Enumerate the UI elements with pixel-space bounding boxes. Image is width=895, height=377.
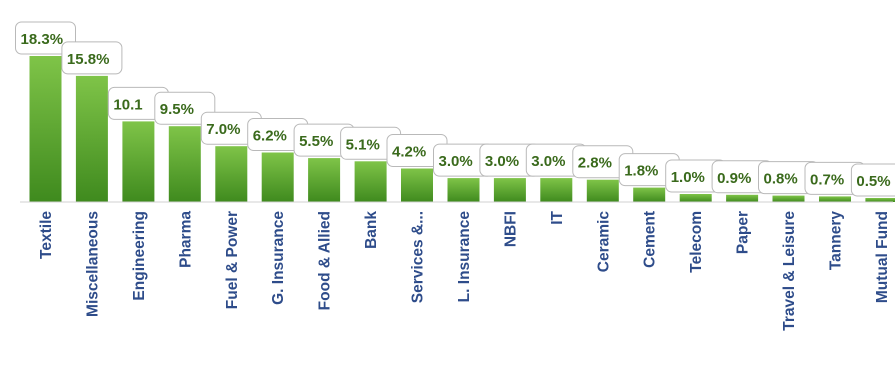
data-label-15: 0.9%	[711, 160, 773, 194]
category-label-8: Services &...	[410, 211, 427, 303]
data-label-text-18: 0.5%	[856, 173, 890, 190]
category-label-7: Bank	[363, 211, 380, 249]
category-label-11: IT	[549, 210, 566, 224]
bars-layer	[29, 56, 895, 202]
bar-7	[354, 161, 387, 202]
bar-16	[772, 195, 805, 202]
data-label-text-5: 6.2%	[253, 128, 287, 145]
data-label-text-16: 0.8%	[764, 171, 798, 188]
data-label-11: 3.0%	[525, 143, 587, 177]
bar-2	[122, 121, 155, 202]
bar-18	[865, 198, 895, 202]
data-label-text-14: 1.0%	[671, 169, 705, 186]
category-label-12: Ceramic	[595, 211, 612, 273]
category-label-16: Travel & Leisure	[781, 211, 798, 331]
data-label-16: 0.8%	[758, 161, 819, 195]
data-label-1: 15.8%	[61, 41, 123, 75]
data-label-box-3	[154, 91, 216, 125]
data-label-14: 1.0%	[665, 159, 727, 193]
data-label-text-6: 5.5%	[299, 133, 333, 150]
data-label-box-0	[15, 21, 76, 55]
bar-4	[215, 146, 248, 202]
data-label-text-7: 5.1%	[346, 136, 380, 153]
data-label-text-3: 9.5%	[160, 101, 194, 118]
data-label-5: 6.2%	[247, 118, 309, 151]
bar-5	[261, 152, 294, 202]
category-label-6: Food & Allied	[317, 211, 334, 310]
category-label-9: L. Insurance	[456, 211, 473, 303]
data-label-text-1: 15.8%	[67, 51, 110, 68]
data-label-13: 1.8%	[618, 153, 680, 187]
data-label-text-13: 1.8%	[624, 163, 658, 180]
data-label-9: 3.0%	[433, 143, 494, 177]
data-labels-layer: 18.3%15.8% 10.1 9.5% 7.0% 6.2% 5.5% 5.1% 4.2% 3.…	[15, 21, 895, 197]
category-label-17: Tannery	[828, 211, 845, 271]
bar-9	[447, 178, 480, 202]
category-label-0: Textile	[38, 211, 55, 259]
data-label-4: 7.0%	[200, 111, 262, 145]
data-label-text-2: 10.1	[113, 96, 142, 113]
bar-8	[401, 168, 433, 202]
bar-13	[633, 187, 666, 202]
data-label-text-0: 18.3%	[21, 31, 64, 48]
category-label-15: Paper	[735, 211, 752, 254]
bar-6	[308, 158, 341, 202]
data-label-text-4: 7.0%	[206, 121, 240, 138]
category-label-14: Telecom	[688, 211, 705, 273]
category-label-13: Cement	[642, 211, 659, 268]
bar-3	[168, 126, 201, 202]
bar-12	[586, 179, 619, 202]
bar-15	[726, 194, 759, 202]
category-label-10: NBFI	[502, 211, 519, 247]
bar-17	[819, 196, 851, 202]
category-labels: Textile Miscellaneous Engineering Pharma Fue…	[38, 210, 891, 330]
data-label-box-1	[61, 41, 123, 75]
bar-11	[540, 178, 573, 202]
bar-0	[29, 56, 62, 202]
category-label-5: G. Insurance	[270, 211, 287, 305]
data-label-text-8: 4.2%	[392, 144, 426, 161]
category-label-3: Pharma	[177, 211, 194, 268]
data-label-8: 4.2%	[386, 134, 448, 167]
data-label-12: 2.8%	[572, 145, 634, 179]
bar-1	[75, 75, 108, 202]
data-label-18: 0.5%	[850, 163, 895, 197]
data-label-text-10: 3.0%	[485, 153, 519, 170]
category-label-18: Mutual Fund	[874, 211, 891, 303]
bar-10	[493, 178, 526, 202]
data-label-text-9: 3.0%	[439, 153, 473, 170]
category-label-1: Miscellaneous	[84, 211, 101, 317]
bar-14	[679, 194, 712, 202]
data-label-text-17: 0.7%	[810, 171, 844, 188]
data-label-3: 9.5%	[154, 91, 216, 125]
category-label-2: Engineering	[131, 211, 148, 301]
data-label-7: 5.1%	[340, 126, 402, 160]
data-label-text-11: 3.0%	[531, 153, 565, 170]
data-label-text-12: 2.8%	[578, 155, 612, 172]
data-label-10: 3.0%	[479, 143, 541, 177]
data-label-box-18	[850, 163, 895, 197]
category-label-4: Fuel & Power	[224, 211, 241, 309]
data-label-0: 18.3%	[15, 21, 76, 55]
data-label-text-15: 0.9%	[717, 170, 751, 187]
